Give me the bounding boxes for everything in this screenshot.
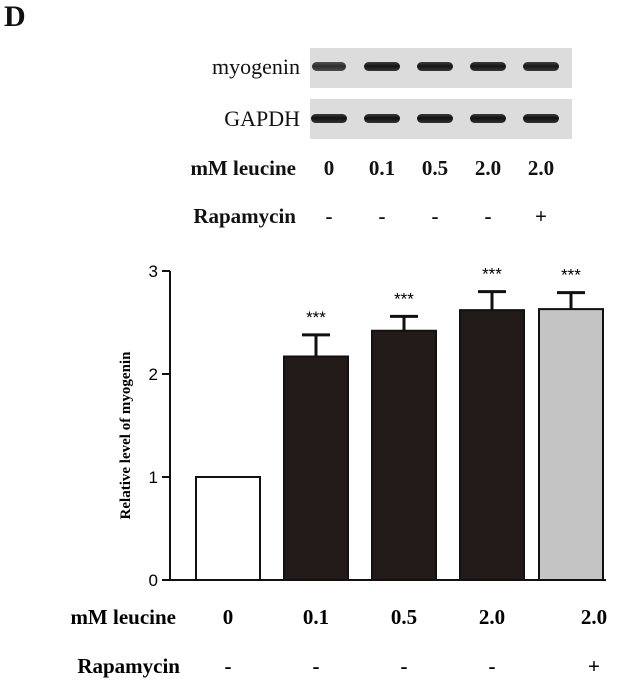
bar — [195, 476, 261, 581]
blot-band — [523, 114, 559, 123]
blot-leucine-value: 0 — [323, 156, 335, 180]
blot-leucine-value: 0.5 — [421, 156, 449, 180]
bar — [459, 309, 525, 581]
blot-leucine-value: 0.1 — [368, 156, 396, 180]
x-tick-label: 0.1 — [303, 605, 329, 629]
blot-leucine-value: 2.0 — [474, 156, 502, 180]
blot-band — [470, 62, 506, 71]
x-tick-label: 0 — [223, 605, 234, 629]
blot-rapamycin-label: Rapamycin — [193, 204, 296, 228]
blot-band — [417, 62, 453, 71]
blot-band — [311, 114, 347, 123]
y-tick-label: 0 — [149, 571, 158, 590]
blot-leucine-value: 2.0 — [527, 156, 555, 180]
panel-letter: D — [4, 0, 26, 33]
significance-label: *** — [394, 289, 414, 308]
blot-band — [364, 114, 400, 123]
y-tick-label: 2 — [149, 365, 158, 384]
blot-rapamycin-value: - — [484, 204, 492, 228]
significance-label: *** — [482, 265, 502, 284]
x-rapamycin-value: - — [225, 654, 232, 678]
blot-band — [417, 114, 453, 123]
blot-strip-myogenin — [310, 48, 572, 88]
x-tick-label: 2.0 — [479, 605, 505, 629]
x-rapamycin-value: - — [313, 654, 320, 678]
blot-leucine-label: mM leucine — [190, 156, 296, 180]
x-rapamycin-value: - — [401, 654, 408, 678]
significance-label: *** — [306, 308, 326, 327]
blot-label-gapdh: GAPDH — [224, 106, 300, 131]
blot-band — [312, 62, 346, 71]
bar — [283, 355, 349, 581]
x-rapamycin-value: - — [489, 654, 496, 678]
blot-strip-gapdh — [310, 99, 572, 139]
y-axis-label: Relative level of myogenin — [118, 351, 134, 520]
blot-label-myogenin: myogenin — [212, 54, 300, 79]
bar — [371, 329, 437, 581]
x-row-label-leucine: mM leucine — [70, 605, 176, 629]
blot-band — [364, 62, 400, 71]
blot-rapamycin-value: - — [431, 204, 439, 228]
x-row-label-rapamycin: Rapamycin — [77, 654, 180, 678]
y-tick-label: 1 — [149, 468, 158, 487]
y-tick-label: 3 — [149, 262, 158, 281]
blot-rapamycin-value: + — [535, 204, 547, 228]
x-tick-label: 0.5 — [391, 605, 417, 629]
blot-rapamycin-value: - — [378, 204, 386, 228]
x-rapamycin-value: + — [588, 654, 600, 678]
significance-label: *** — [561, 266, 581, 285]
blot-band — [523, 62, 559, 71]
bar — [538, 308, 604, 581]
blot-band — [470, 114, 506, 123]
x-tick-label: 2.0 — [581, 605, 607, 629]
blot-rapamycin-value: - — [325, 204, 333, 228]
